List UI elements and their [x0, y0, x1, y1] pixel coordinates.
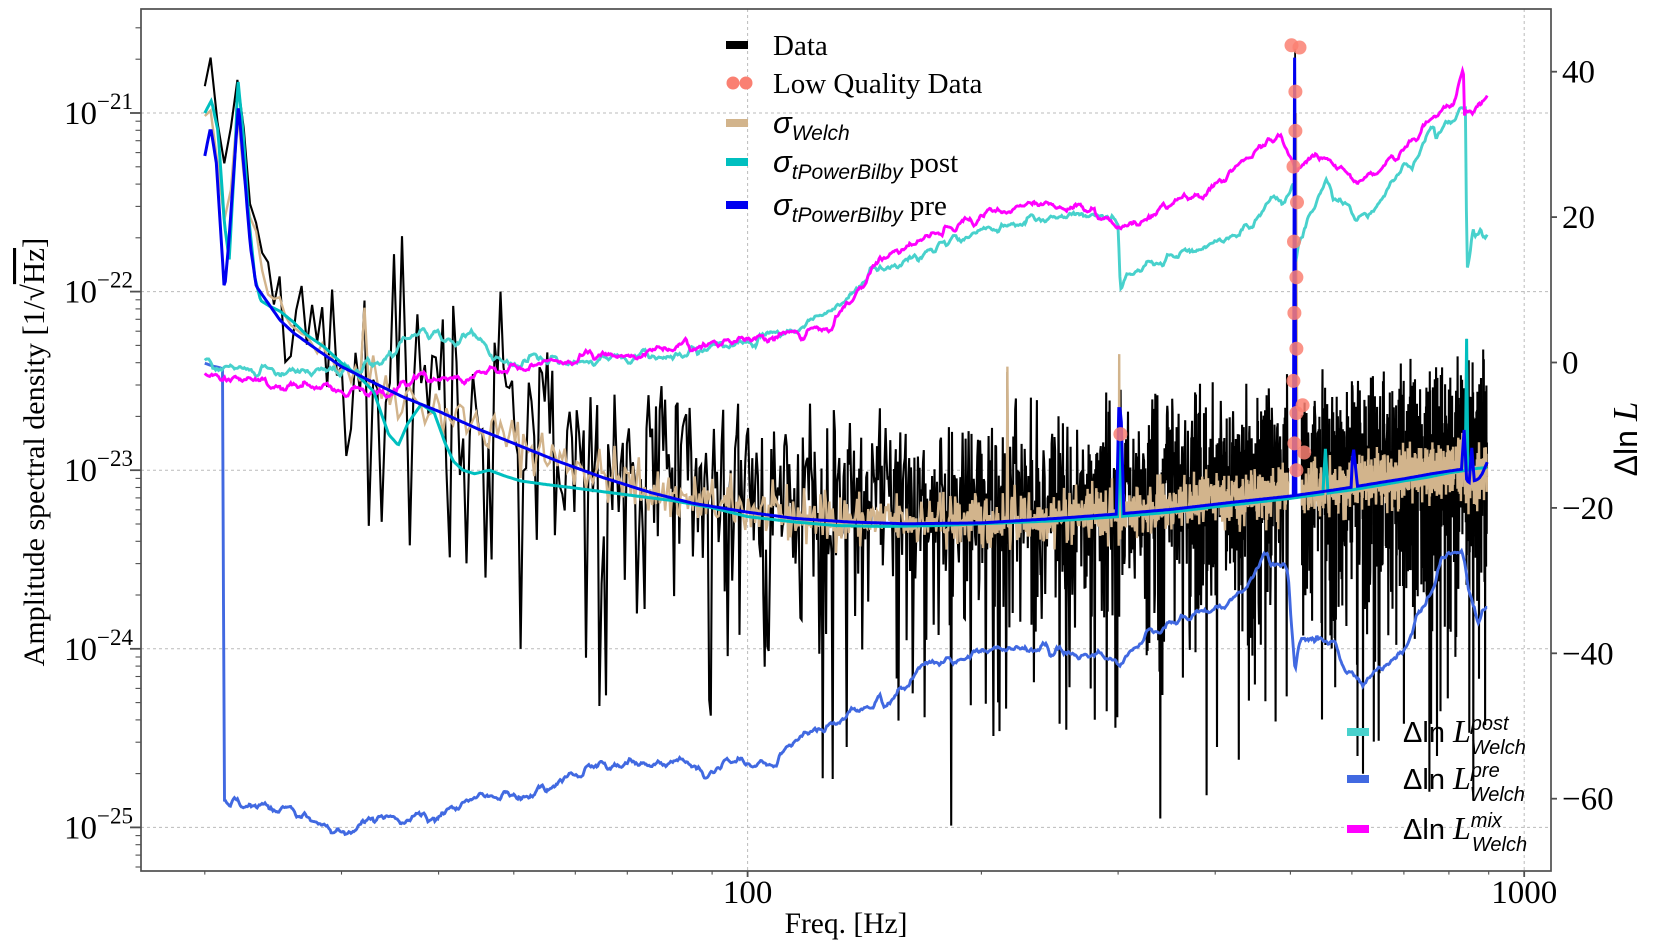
- svg-text:0: 0: [1562, 346, 1579, 382]
- svg-text:1000: 1000: [1491, 875, 1557, 911]
- svg-text:σtPowerBilby post: σtPowerBilby post: [773, 144, 958, 184]
- svg-text:Low Quality Data: Low Quality Data: [773, 68, 983, 100]
- svg-text:20: 20: [1562, 200, 1595, 236]
- svg-text:−60: −60: [1562, 782, 1614, 818]
- svg-text:σtPowerBilby pre: σtPowerBilby pre: [773, 187, 947, 227]
- svg-text:100: 100: [723, 875, 773, 911]
- svg-text:40: 40: [1562, 55, 1595, 91]
- svg-text:−40: −40: [1562, 636, 1614, 672]
- svg-text:Δln L: Δln L: [1606, 402, 1645, 477]
- svg-text:Data: Data: [773, 30, 828, 62]
- svg-text:σWelch: σWelch: [773, 105, 850, 145]
- svg-text:Amplitude spectral density [1/: Amplitude spectral density [1/√Hz]: [16, 238, 51, 667]
- svg-text:Freq. [Hz]: Freq. [Hz]: [785, 908, 908, 940]
- svg-text:−20: −20: [1562, 491, 1614, 527]
